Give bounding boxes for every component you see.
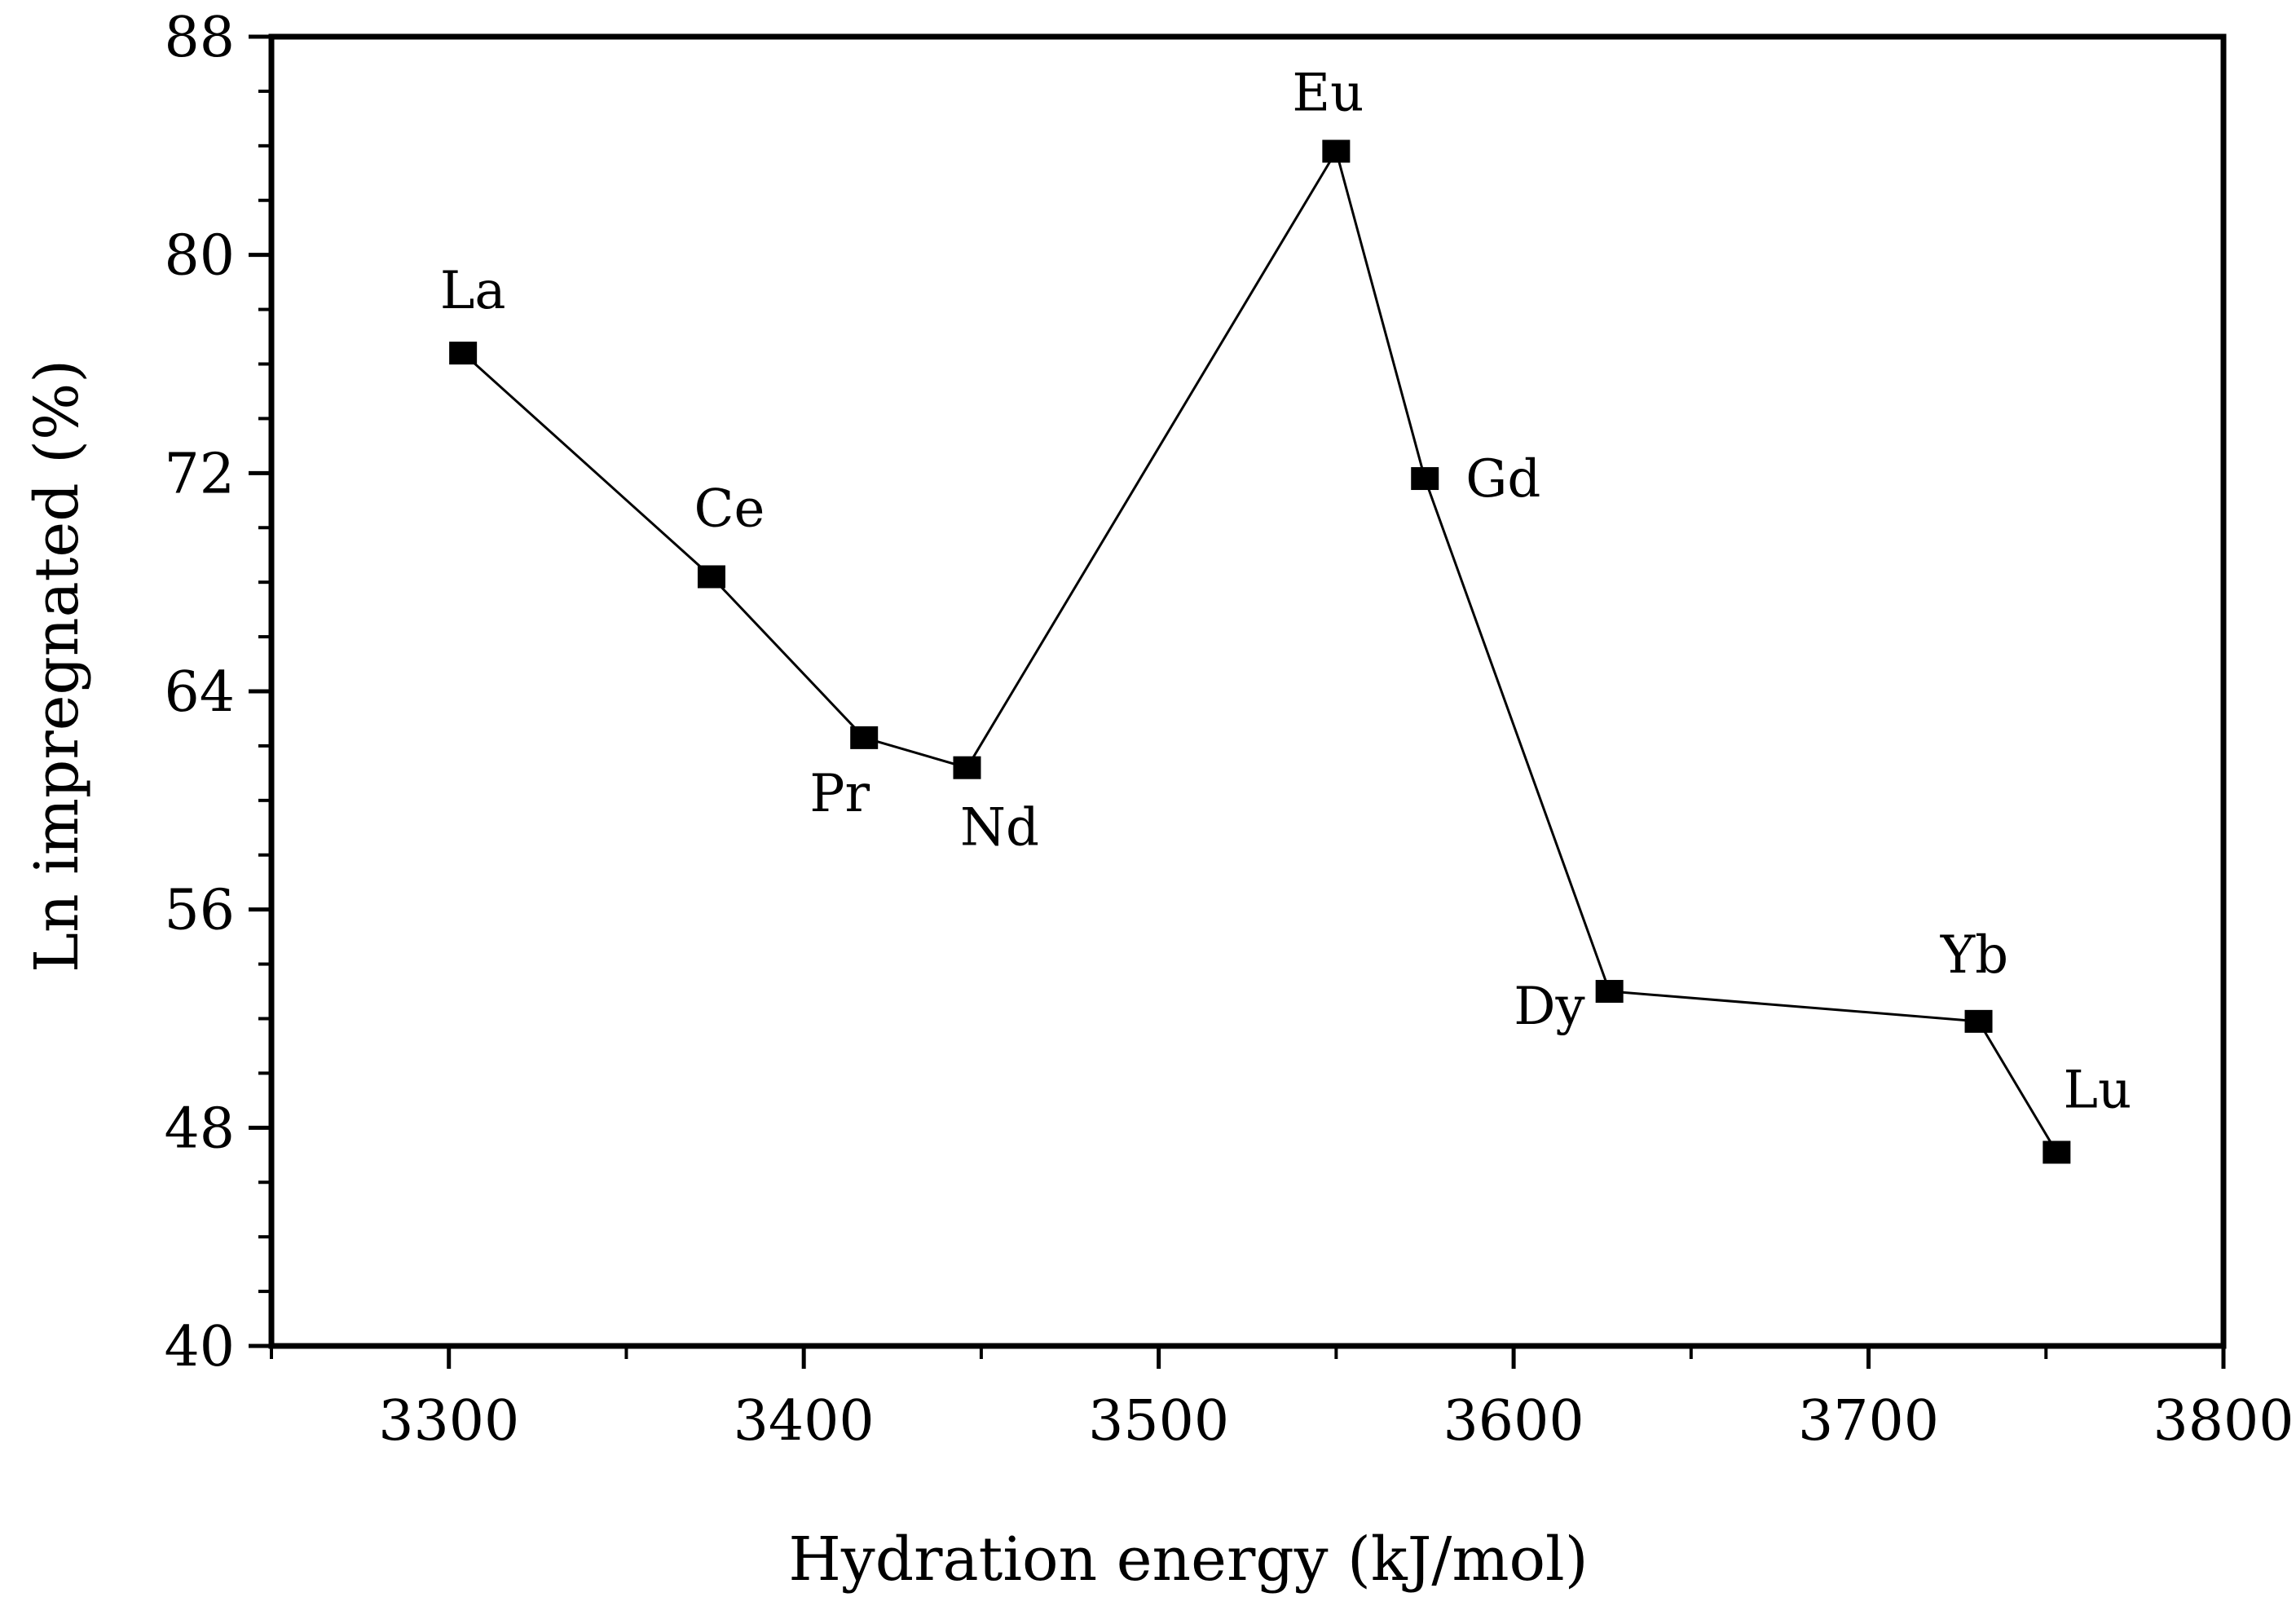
point-labels: La Ce Pr Nd Eu Gd Dy Yb Lu	[440, 64, 2131, 1121]
point-label: Pr	[809, 764, 870, 824]
y-tick-label: 64	[164, 660, 235, 725]
data-markers	[449, 139, 2071, 1164]
data-point-marker	[1322, 139, 1351, 163]
point-label: Gd	[1465, 449, 1540, 510]
point-label: Yb	[1940, 925, 2008, 986]
x-tick-labels: 3300 3400 3500 3600 3700 3800	[378, 1389, 2294, 1454]
y-tick-label: 40	[164, 1315, 235, 1379]
y-axis-title: Ln impregnated (%)	[22, 360, 92, 973]
data-point-marker	[1964, 1009, 1993, 1033]
series-line	[462, 148, 2058, 1154]
point-label: Nd	[960, 798, 1039, 858]
x-tick-label: 3700	[1798, 1389, 1939, 1454]
data-point-marker	[449, 342, 478, 365]
data-point-marker	[2043, 1141, 2071, 1164]
x-tick-label: 3400	[734, 1389, 875, 1454]
y-tick-label: 48	[164, 1096, 235, 1161]
data-point-marker	[1411, 467, 1439, 491]
point-label: Dy	[1514, 977, 1584, 1037]
x-tick-label: 3300	[378, 1389, 519, 1454]
axis-ticks	[249, 34, 2226, 1369]
data-point-marker	[1595, 980, 1624, 1004]
y-tick-label: 72	[164, 442, 235, 506]
y-tick-labels: 40 48 56 64 72 80 88	[164, 6, 235, 1379]
x-tick-label: 3500	[1088, 1389, 1229, 1454]
x-axis-title: Hydration energy (kJ/mol)	[788, 1524, 1588, 1595]
y-tick-label: 88	[164, 6, 235, 70]
x-tick-label: 3600	[1443, 1389, 1584, 1454]
point-label: Lu	[2063, 1060, 2131, 1120]
data-point-marker	[953, 756, 981, 779]
y-tick-label: 80	[164, 224, 235, 289]
point-label: Eu	[1292, 64, 1364, 124]
data-point-marker	[697, 565, 725, 589]
point-label: La	[440, 261, 506, 321]
point-label: Ce	[694, 479, 765, 539]
y-tick-label: 56	[164, 879, 235, 943]
plot-frame	[268, 33, 2227, 1349]
data-point-marker	[850, 726, 879, 749]
x-tick-label: 3800	[2153, 1389, 2294, 1454]
